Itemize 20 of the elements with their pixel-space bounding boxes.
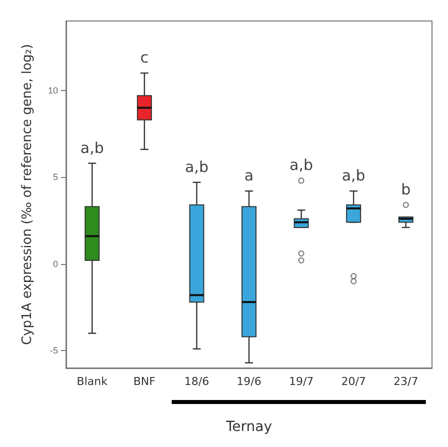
x-tick-label: 20/7 [341, 375, 366, 388]
y-axis-title: Cyp1A expression (‰ of reference gene, log₂) [20, 44, 35, 345]
y-tick-label: -5 [50, 346, 58, 356]
y-tick-label: 5 [52, 172, 58, 182]
annotation: c [140, 48, 149, 67]
x-tick-label: 19/7 [288, 375, 314, 388]
annotation: b [401, 180, 411, 198]
annotation: a,b [80, 138, 104, 157]
x-tick-label: Blank [76, 375, 108, 388]
x-axis-title: Ternay [224, 419, 272, 435]
x-tick-label: 18/6 [184, 375, 210, 388]
x-tick-label: BNF [133, 375, 156, 388]
annotation: a,b [342, 166, 366, 185]
annotation: a [244, 166, 254, 185]
x-tick-label: 23/7 [394, 375, 418, 388]
y-tick-label: 10 [48, 85, 58, 96]
annotation: a,b [184, 158, 208, 176]
x-tick-label: 19/6 [236, 375, 262, 388]
y-tick-label: 0 [52, 258, 58, 269]
annotation: a,b [290, 156, 314, 174]
